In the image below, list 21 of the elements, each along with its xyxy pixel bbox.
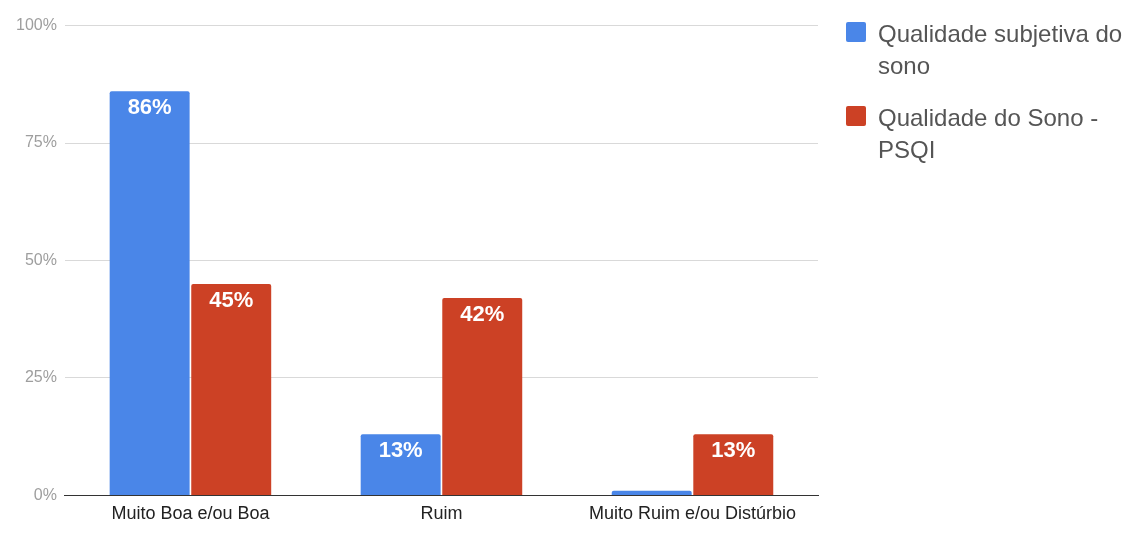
bar (360, 434, 441, 495)
bar (109, 91, 190, 495)
y-tick-label: 0% (33, 485, 57, 503)
y-tick-label: 75% (24, 133, 57, 151)
y-tick-label: 100% (16, 16, 57, 34)
legend-label: Qualidade do Sono - PSQI (878, 103, 1100, 165)
data-label: 42% (460, 301, 505, 327)
data-label: 13% (711, 437, 756, 463)
x-tick-label: Muito Ruim e/ou Distúrbio (588, 503, 797, 524)
bar (693, 434, 774, 495)
legend-label: Qualidade subjetiva do sono (878, 19, 1124, 81)
bar (191, 283, 272, 495)
data-label: 86% (127, 94, 172, 120)
x-tick-label: Ruim (420, 503, 463, 524)
data-label: 45% (209, 287, 254, 313)
data-label: 13% (378, 437, 423, 463)
bar (611, 490, 692, 495)
bar (442, 298, 523, 495)
y-tick-label: 25% (24, 368, 57, 386)
y-tick-label: 50% (24, 250, 57, 268)
x-tick-label: Muito Boa e/ou Boa (111, 503, 271, 524)
